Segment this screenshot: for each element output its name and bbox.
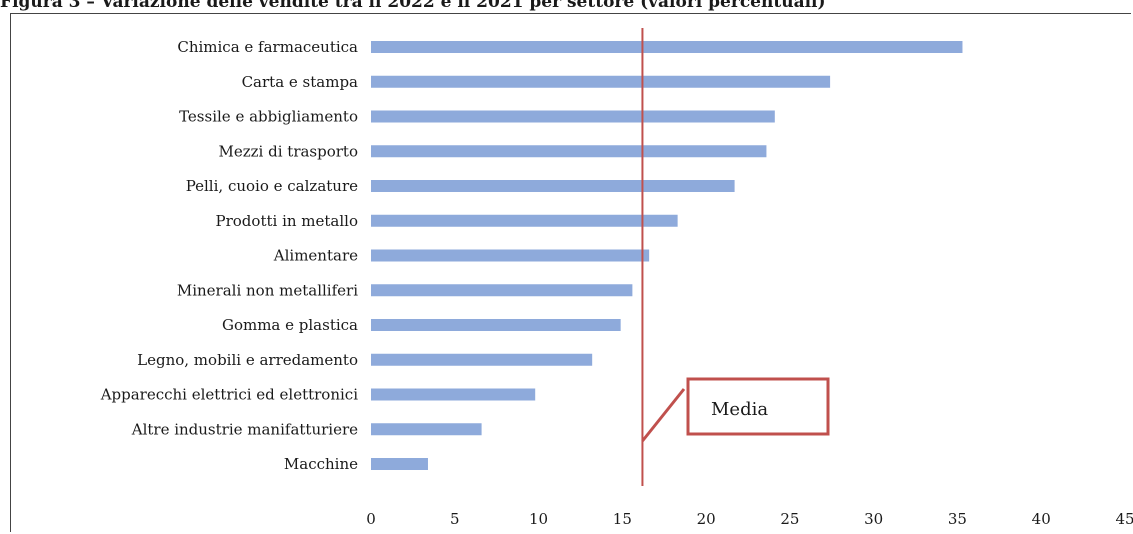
bar (371, 180, 735, 192)
x-tick-label: 30 (864, 510, 883, 528)
bar (371, 319, 621, 331)
bars-group (371, 41, 963, 470)
bar (371, 145, 767, 158)
bar (371, 214, 678, 227)
category-label: Chimica e farmaceutica (177, 38, 358, 56)
category-label: Altre industrie manifatturiere (131, 420, 358, 438)
x-tick-label: 40 (1032, 510, 1051, 528)
category-label: Tessile e abbigliamento (179, 108, 358, 126)
category-label: Minerali non metalliferi (177, 281, 358, 299)
category-label: Gomma e plastica (222, 316, 358, 334)
bar (371, 423, 482, 436)
average-group: Media (641, 28, 830, 486)
x-tick-label: 20 (697, 510, 716, 528)
annotation-leader-line (641, 388, 686, 442)
average-annotation-box (686, 377, 830, 436)
x-tick-label: 15 (613, 510, 632, 528)
x-tick-label: 5 (450, 510, 460, 528)
x-tick-label: 45 (1115, 510, 1133, 528)
bar (371, 41, 963, 53)
category-label: Mezzi di trasporto (219, 142, 358, 160)
category-label: Apparecchi elettrici ed elettronici (100, 386, 359, 404)
x-tick-label: 0 (366, 510, 376, 528)
category-label: Carta e stampa (242, 73, 358, 91)
x-tick-label: 35 (948, 510, 967, 528)
bar (371, 75, 831, 88)
category-label: Alimentare (273, 247, 358, 265)
bar (371, 458, 428, 470)
category-label: Legno, mobili e arredamento (137, 351, 358, 369)
bar (371, 284, 633, 297)
x-tick-label: 25 (780, 510, 799, 528)
bar (371, 353, 593, 366)
bar (371, 249, 650, 262)
category-label: Pelli, cuoio e calzature (186, 177, 358, 195)
category-labels: Chimica e farmaceutica Carta e stampa Tess… (100, 38, 359, 473)
x-tick-label: 10 (529, 510, 548, 528)
category-label: Prodotti in metallo (216, 212, 358, 230)
category-label: Macchine (284, 455, 358, 473)
average-annotation-label: Media (711, 399, 768, 420)
chart-frame (10, 13, 1131, 532)
x-tick-labels: 0 5 10 15 20 25 30 35 40 45 (366, 510, 1133, 528)
chart-title: Figura 3 – Variazione delle vendite tra … (0, 0, 826, 12)
bar (371, 110, 775, 123)
bar (371, 388, 536, 401)
